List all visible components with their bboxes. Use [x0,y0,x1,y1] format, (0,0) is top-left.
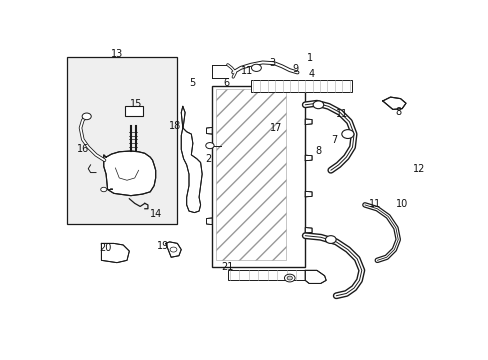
Circle shape [284,274,294,282]
Polygon shape [101,243,129,263]
Text: 16: 16 [77,144,89,153]
Circle shape [101,187,106,192]
Circle shape [286,276,292,280]
Bar [250,80,351,92]
Text: 11: 11 [240,67,252,76]
Text: 8: 8 [394,108,401,117]
Text: 11: 11 [336,109,348,119]
Text: 6: 6 [223,77,228,87]
Circle shape [325,236,335,243]
Bar [124,106,142,116]
Circle shape [82,113,91,120]
Polygon shape [305,228,311,233]
Circle shape [205,143,214,149]
Bar [216,89,285,260]
Bar [227,270,316,280]
Text: 2: 2 [204,154,211,164]
Text: 15: 15 [130,99,142,109]
Text: 20: 20 [100,243,112,253]
Text: 21: 21 [221,262,234,272]
Text: 12: 12 [412,164,425,174]
Text: 7: 7 [330,135,336,145]
Polygon shape [382,97,405,109]
Polygon shape [305,119,311,125]
Polygon shape [206,218,212,225]
Polygon shape [206,127,212,134]
Polygon shape [305,155,311,161]
Text: 5: 5 [188,77,195,87]
Text: 14: 14 [149,209,162,219]
Polygon shape [305,270,325,283]
Bar [67,57,177,224]
Polygon shape [103,151,155,196]
Polygon shape [165,242,181,257]
Text: 11: 11 [368,199,380,209]
Circle shape [251,64,261,71]
Text: 8: 8 [315,146,321,156]
Text: 10: 10 [395,199,407,209]
Bar [212,86,305,266]
Circle shape [170,247,177,252]
Circle shape [341,130,353,139]
Polygon shape [181,106,202,213]
Text: 13: 13 [111,49,123,59]
Text: 9: 9 [292,64,298,74]
Text: 4: 4 [307,69,314,79]
Text: 18: 18 [169,121,182,131]
Circle shape [312,101,323,109]
Text: 19: 19 [156,240,168,251]
Text: 17: 17 [270,123,282,133]
Text: 3: 3 [269,58,275,68]
Text: 1: 1 [307,53,313,63]
Polygon shape [305,192,311,197]
